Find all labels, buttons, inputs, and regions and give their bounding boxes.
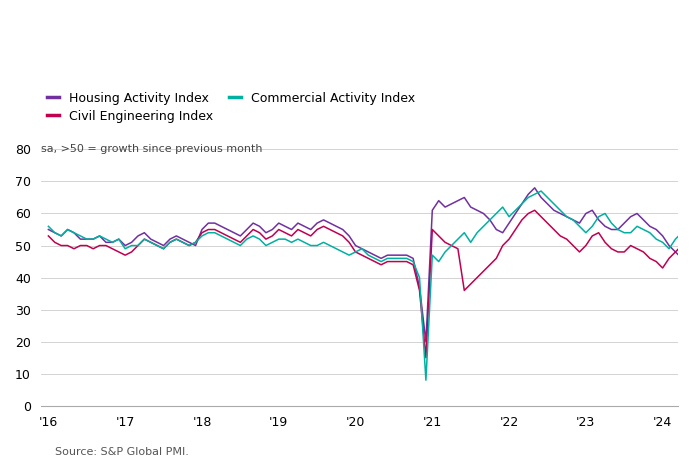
Legend: Housing Activity Index, Civil Engineering Index, Commercial Activity Index: Housing Activity Index, Civil Engineerin… [47,92,415,122]
Text: Source: S&P Global PMI.: Source: S&P Global PMI. [55,447,189,457]
Text: sa, >50 = growth since previous month: sa, >50 = growth since previous month [41,144,262,154]
